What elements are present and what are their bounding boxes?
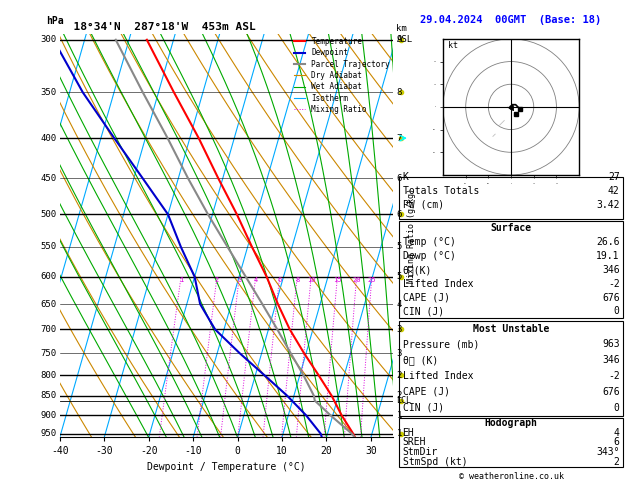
Text: 5: 5 — [396, 243, 402, 251]
Text: 3: 3 — [237, 277, 242, 283]
Text: Mixing Ratio (g/kg): Mixing Ratio (g/kg) — [407, 188, 416, 283]
Text: kt: kt — [448, 41, 457, 50]
Legend: Temperature, Dewpoint, Parcel Trajectory, Dry Adiabat, Wet Adiabat, Isotherm, Mi: Temperature, Dewpoint, Parcel Trajectory… — [291, 34, 393, 117]
Text: 3.42: 3.42 — [596, 200, 620, 210]
Text: 2: 2 — [215, 277, 219, 283]
Text: 1: 1 — [396, 429, 402, 438]
Text: 450: 450 — [40, 174, 57, 183]
Text: 4: 4 — [396, 299, 402, 309]
X-axis label: Dewpoint / Temperature (°C): Dewpoint / Temperature (°C) — [147, 462, 306, 472]
Text: K: K — [403, 173, 408, 182]
Text: 6: 6 — [277, 277, 282, 283]
Text: 3: 3 — [396, 325, 402, 334]
Text: 8: 8 — [295, 277, 299, 283]
Text: StmDir: StmDir — [403, 447, 438, 457]
Text: 1: 1 — [179, 277, 183, 283]
Text: Totals Totals: Totals Totals — [403, 186, 479, 196]
Text: 700: 700 — [40, 325, 57, 334]
Text: 3: 3 — [396, 348, 402, 358]
Text: Lifted Index: Lifted Index — [403, 371, 473, 381]
Text: SREH: SREH — [403, 437, 426, 447]
Text: Pressure (mb): Pressure (mb) — [403, 339, 479, 349]
Text: 950: 950 — [40, 429, 57, 438]
Text: 676: 676 — [602, 387, 620, 397]
Text: θᴄ (K): θᴄ (K) — [403, 355, 438, 365]
Text: 0: 0 — [614, 402, 620, 413]
Text: 500: 500 — [40, 210, 57, 219]
Text: 29.04.2024  00GMT  (Base: 18): 29.04.2024 00GMT (Base: 18) — [420, 15, 602, 25]
Text: 4: 4 — [614, 428, 620, 437]
Text: 2: 2 — [396, 370, 402, 380]
Text: 7: 7 — [396, 134, 402, 142]
Text: Most Unstable: Most Unstable — [473, 324, 549, 334]
Text: km: km — [396, 24, 407, 33]
Text: -2: -2 — [608, 278, 620, 289]
Text: Hodograph: Hodograph — [484, 418, 538, 428]
Text: PW (cm): PW (cm) — [403, 200, 443, 210]
Text: Surface: Surface — [491, 223, 532, 233]
Text: 19.1: 19.1 — [596, 251, 620, 261]
Text: 350: 350 — [40, 88, 57, 97]
Text: 9: 9 — [396, 35, 402, 44]
Text: 676: 676 — [602, 293, 620, 302]
Text: 650: 650 — [40, 299, 57, 309]
Text: 2: 2 — [396, 391, 402, 400]
Text: 2: 2 — [614, 457, 620, 467]
Text: hPa: hPa — [47, 16, 64, 26]
Text: 343°: 343° — [596, 447, 620, 457]
Text: 300: 300 — [40, 35, 57, 44]
Text: CIN (J): CIN (J) — [403, 306, 443, 316]
Text: 346: 346 — [602, 355, 620, 365]
Text: 5: 5 — [396, 272, 402, 281]
Text: 20: 20 — [352, 277, 361, 283]
Text: CAPE (J): CAPE (J) — [403, 387, 450, 397]
Text: 0: 0 — [614, 306, 620, 316]
Text: 963: 963 — [602, 339, 620, 349]
Text: StmSpd (kt): StmSpd (kt) — [403, 457, 467, 467]
Text: Temp (°C): Temp (°C) — [403, 237, 455, 247]
Text: 1: 1 — [396, 411, 402, 420]
Text: 6: 6 — [396, 210, 402, 219]
Text: Dewp (°C): Dewp (°C) — [403, 251, 455, 261]
Text: 550: 550 — [40, 243, 57, 251]
Text: ASL: ASL — [396, 35, 413, 44]
Text: 6: 6 — [614, 437, 620, 447]
Text: 27: 27 — [608, 173, 620, 182]
Text: 10: 10 — [307, 277, 315, 283]
Text: 400: 400 — [40, 134, 57, 142]
Text: 800: 800 — [40, 370, 57, 380]
Text: 850: 850 — [40, 391, 57, 400]
Text: -2: -2 — [608, 371, 620, 381]
Text: LCL: LCL — [396, 396, 411, 405]
Text: 346: 346 — [602, 265, 620, 275]
Text: 750: 750 — [40, 348, 57, 358]
Text: 26.6: 26.6 — [596, 237, 620, 247]
Text: Lifted Index: Lifted Index — [403, 278, 473, 289]
Text: 900: 900 — [40, 411, 57, 420]
Text: EH: EH — [403, 428, 415, 437]
Text: CAPE (J): CAPE (J) — [403, 293, 450, 302]
Text: CIN (J): CIN (J) — [403, 402, 443, 413]
Text: 18°34'N  287°18'W  453m ASL: 18°34'N 287°18'W 453m ASL — [60, 22, 255, 32]
Text: 6: 6 — [396, 174, 402, 183]
Text: 25: 25 — [367, 277, 376, 283]
Text: 600: 600 — [40, 272, 57, 281]
Text: 8: 8 — [396, 88, 402, 97]
Text: © weatheronline.co.uk: © weatheronline.co.uk — [459, 472, 564, 481]
Text: θᴄ(K): θᴄ(K) — [403, 265, 432, 275]
Text: 15: 15 — [333, 277, 342, 283]
Text: 4: 4 — [253, 277, 258, 283]
Text: 42: 42 — [608, 186, 620, 196]
